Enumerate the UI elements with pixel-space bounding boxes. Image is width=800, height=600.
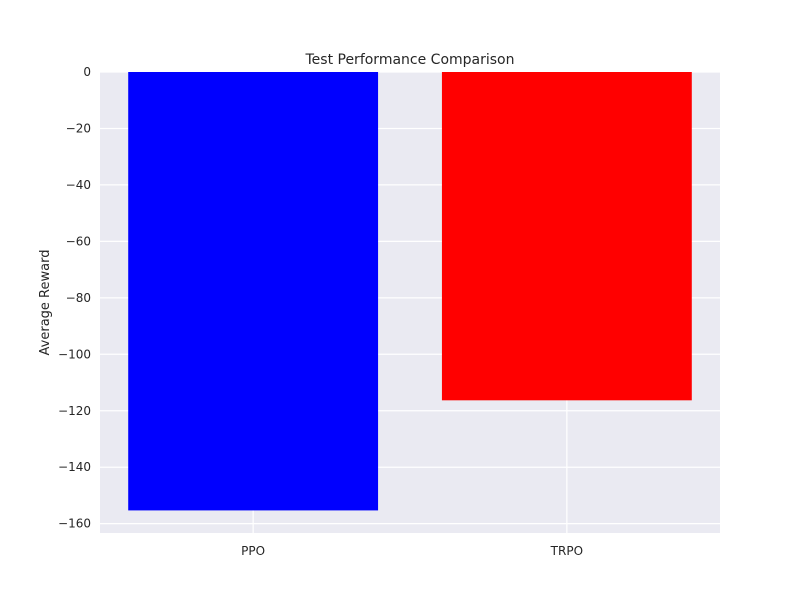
- y-axis-title: Average Reward: [38, 250, 53, 356]
- bar-trpo: [441, 72, 692, 401]
- y-tick-label: −40: [66, 178, 91, 192]
- x-axis-ticks: PPO TRPO: [241, 544, 583, 558]
- bar-ppo: [128, 72, 379, 511]
- y-tick-label: −140: [58, 460, 91, 474]
- y-tick-label: −80: [66, 291, 91, 305]
- y-axis-ticks: 0 −20 −40 −60 −80 −100 −120 −140 −160: [58, 65, 91, 531]
- bars: [128, 72, 692, 511]
- y-tick-label: 0: [83, 65, 91, 79]
- y-tick-label: −60: [66, 234, 91, 248]
- y-tick-label: −160: [58, 517, 91, 531]
- y-tick-label: −120: [58, 404, 91, 418]
- chart-title: Test Performance Comparison: [304, 52, 514, 68]
- x-tick-label: TRPO: [550, 544, 583, 558]
- y-tick-label: −100: [58, 347, 91, 361]
- x-tick-label: PPO: [241, 544, 265, 558]
- y-tick-label: −20: [66, 121, 91, 135]
